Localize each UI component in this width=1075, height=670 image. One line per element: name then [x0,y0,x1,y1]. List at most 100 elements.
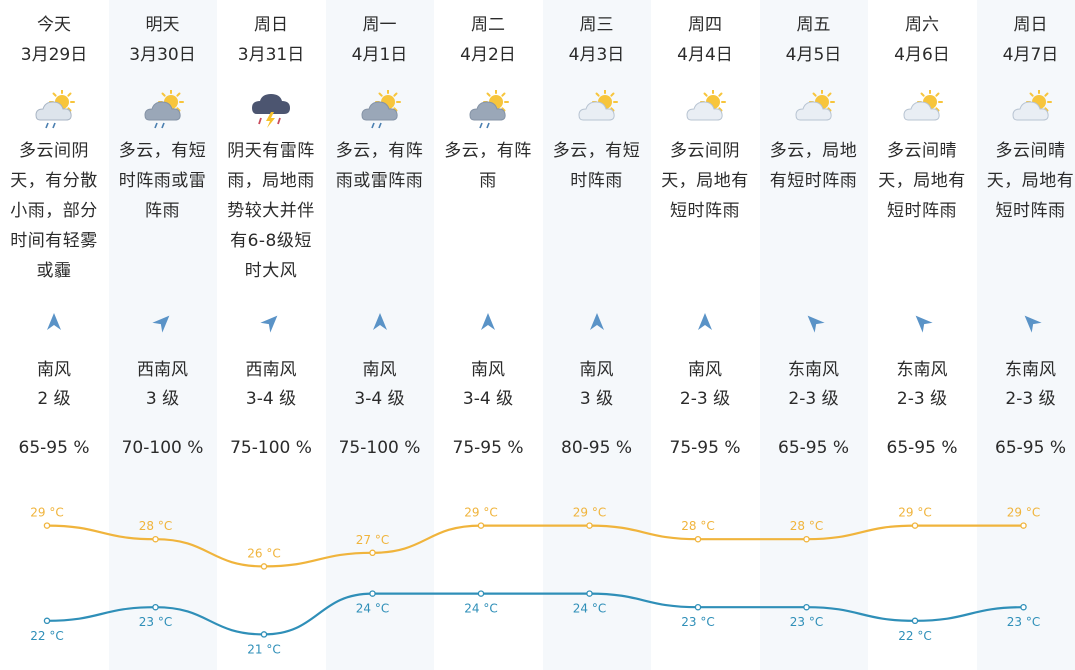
wind-direction-label: 东南风 [896,360,948,380]
day-label: 周三 [579,15,614,35]
weather-description: 阴天有雷阵 雨，局地雨 势较大并伴 有6-8级短 时大风 [221,136,321,286]
wind-level-label: 2-3 级 [1005,389,1056,409]
description-line: 天，局地有 [661,171,749,191]
description-line: 势较大并伴 [227,201,315,221]
wind-direction-label: 西南风 [245,360,297,380]
temperature-point [694,535,702,543]
humidity-label: 65-95 % [18,438,90,458]
temperature-point [477,590,485,597]
wind-level-label: 3-4 级 [245,389,297,409]
description-line: 时大风 [244,261,298,281]
temperature-point [43,617,51,625]
description-line: 多云，有阵 [444,141,532,161]
wind-level-label: 2-3 级 [896,389,948,409]
wind-direction-arrow-icon [476,310,500,334]
wind-direction-label: 东南风 [1005,360,1056,380]
temperature-point [369,549,376,557]
partly-cloudy-icon [683,89,727,130]
description-line: 雨或雷阵雨 [335,171,424,191]
temperature-point [369,590,376,597]
forecast-column: 周五 4月5日 多云，局地 有短时阵雨 东南风 2-3 级 65-95 % [759,0,868,670]
partly-cloudy-icon [575,89,619,130]
wind-level-label: 2 级 [37,389,71,409]
humidity-label: 75-100 % [230,438,312,458]
description-line: 天，局地有 [878,171,966,191]
wind-direction-arrow-icon [259,310,283,334]
date-label: 4月1日 [351,45,408,65]
date-label: 4月3日 [568,45,625,65]
date-label: 4月2日 [460,45,516,65]
wind-direction-arrow-icon [368,310,392,334]
wind-level-label: 3 级 [579,389,614,409]
date-label: 4月4日 [677,45,733,65]
day-label: 周二 [471,15,505,35]
weather-description: 多云，有短时阵雨 [547,136,647,196]
description-line: 天，有分散 [10,171,98,191]
date-label: 4月7日 [1002,45,1059,65]
wind-direction-arrow-icon [802,310,826,334]
weather-description: 多云间阴 天，有分散 小雨，部分 时间有轻雾 或霾 [4,136,104,286]
temperature-point [803,535,810,543]
temperature-point [43,522,51,529]
temperature-label: 23 °C [1007,615,1040,629]
weather-description: 多云，有阵雨 [438,136,538,196]
wind-level-label: 2-3 级 [679,389,731,409]
humidity-label: 65-95 % [995,438,1066,458]
cloud-rain-sun-icon [141,89,185,130]
wind-direction-label: 南风 [37,360,71,380]
description-line: 有6-8级短 [230,231,312,251]
temperature-point [1020,603,1027,611]
day-label: 周日 [1013,15,1048,35]
partly-cloudy-rain-icon [32,89,76,130]
wind-direction-label: 南风 [471,360,505,380]
temperature-label: 26 °C [247,546,280,560]
description-line: 短时阵雨 [670,201,740,221]
temperature-label: 29 °C [30,506,63,520]
wind-direction-arrow-icon [693,310,717,334]
description-line: 阴天有雷阵 [227,141,315,161]
temperature-label: 21 °C [247,642,280,656]
day-label: 周日 [254,15,288,35]
description-line: 短时阵雨 [887,201,957,221]
description-line: 天，局地有 [986,171,1075,191]
description-line: 阵雨 [145,201,180,221]
description-line: 雨 [479,171,497,191]
weather-description: 多云，局地 有短时阵雨 [764,136,864,196]
forecast-column: 周日 3月31日 阴天有雷阵 雨，局地雨 势较大并伴 有6-8级短 时大风 西南风 3-4 级 7… [217,0,325,670]
temperature-point [260,563,268,570]
humidity-label: 65-95 % [778,438,849,458]
date-label: 4月6日 [894,45,950,65]
description-line: 或霾 [36,261,72,281]
temperature-point [586,522,593,529]
humidity-label: 65-95 % [886,438,958,458]
description-line: 时阵雨 [570,171,623,191]
humidity-label: 70-100 % [121,438,204,458]
temperature-point [586,590,593,597]
temperature-point [477,522,485,529]
forecast-column: 周日 4月7日 多云间晴 天，局地有 短时阵雨 东南风 2-3 级 65-95 % [976,0,1075,670]
description-line: 多云间晴 [887,141,957,161]
wind-direction-arrow-icon [910,310,934,334]
temperature-point [152,535,159,543]
temperature-label: 28 °C [790,519,823,533]
wind-direction-arrow-icon [1019,310,1043,334]
day-label: 周一 [362,15,397,35]
wind-level-label: 3-4 级 [462,389,514,409]
temperature-label: 28 °C [681,519,714,533]
temperature-label: 27 °C [356,533,389,547]
cloud-rain-sun-icon [358,89,402,130]
temperature-point [152,603,159,611]
forecast-column: 明天 3月30日 多云，有短 时阵雨或雷 阵雨 西南风 3 级 70-100 % [108,0,217,670]
description-line: 多云间晴 [995,141,1066,161]
description-line: 有短时阵雨 [769,171,858,191]
temperature-label: 22 °C [898,629,931,643]
wind-direction-arrow-icon [585,310,609,334]
temperature-label: 29 °C [464,506,497,520]
day-label: 今天 [37,15,71,35]
description-line: 多云，有短 [552,141,641,161]
forecast-column: 周三 4月3日 多云，有短 时阵雨 南风 3 级 80-95 % [542,0,651,670]
cloud-rain-sun-icon [466,89,510,130]
description-line: 多云间阴 [19,141,89,161]
description-line: 多云间阴 [670,141,740,161]
